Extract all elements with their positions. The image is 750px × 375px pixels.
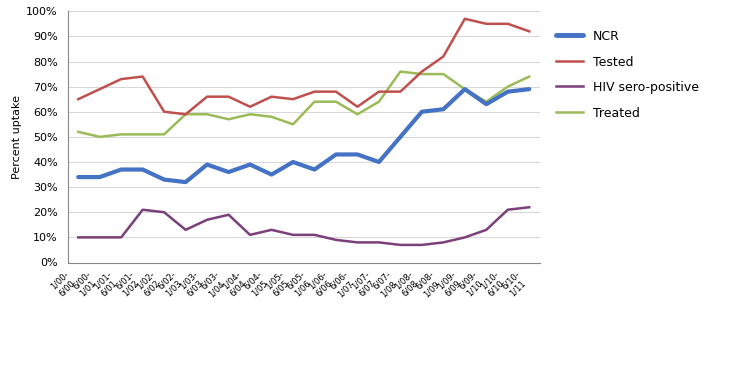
Tested xyxy=(374,89,383,94)
HIV sero-positive xyxy=(503,207,512,212)
Treated xyxy=(482,99,490,104)
NCR xyxy=(202,162,211,167)
Treated xyxy=(224,117,233,122)
NCR xyxy=(224,170,233,174)
HIV sero-positive xyxy=(525,205,534,210)
Tested xyxy=(202,94,211,99)
HIV sero-positive xyxy=(160,210,169,214)
HIV sero-positive xyxy=(95,235,104,240)
Tested xyxy=(95,87,104,92)
Treated xyxy=(182,112,190,117)
NCR xyxy=(160,177,169,182)
Tested xyxy=(182,112,190,117)
HIV sero-positive xyxy=(353,240,362,244)
HIV sero-positive xyxy=(138,207,147,212)
Line: Tested: Tested xyxy=(78,19,530,114)
HIV sero-positive xyxy=(417,243,426,247)
Treated xyxy=(374,99,383,104)
Tested xyxy=(353,105,362,109)
Tested xyxy=(525,29,534,34)
HIV sero-positive xyxy=(224,213,233,217)
Tested xyxy=(160,110,169,114)
Tested xyxy=(267,94,276,99)
NCR xyxy=(182,180,190,184)
Treated xyxy=(332,99,340,104)
HIV sero-positive xyxy=(482,228,490,232)
NCR xyxy=(267,172,276,177)
NCR xyxy=(310,167,319,172)
NCR xyxy=(245,162,254,167)
Treated xyxy=(138,132,147,136)
Treated xyxy=(460,87,470,92)
NCR xyxy=(138,167,147,172)
Treated xyxy=(525,74,534,79)
NCR xyxy=(95,175,104,179)
Treated xyxy=(245,112,254,117)
HIV sero-positive xyxy=(202,217,211,222)
HIV sero-positive xyxy=(245,232,254,237)
NCR xyxy=(482,102,490,106)
HIV sero-positive xyxy=(74,235,82,240)
HIV sero-positive xyxy=(439,240,448,244)
Treated xyxy=(267,114,276,119)
NCR xyxy=(374,160,383,164)
Tested xyxy=(117,77,126,81)
Tested xyxy=(396,89,405,94)
Treated xyxy=(310,99,319,104)
Line: HIV sero-positive: HIV sero-positive xyxy=(78,207,530,245)
NCR xyxy=(289,160,298,164)
Treated xyxy=(289,122,298,127)
Treated xyxy=(202,112,211,117)
Tested xyxy=(503,21,512,26)
HIV sero-positive xyxy=(182,228,190,232)
NCR xyxy=(396,135,405,139)
HIV sero-positive xyxy=(332,238,340,242)
Treated xyxy=(439,72,448,76)
NCR xyxy=(353,152,362,157)
HIV sero-positive xyxy=(396,243,405,247)
Tested xyxy=(224,94,233,99)
Treated xyxy=(117,132,126,136)
HIV sero-positive xyxy=(460,235,470,240)
NCR xyxy=(439,107,448,111)
NCR xyxy=(460,87,470,92)
NCR xyxy=(417,110,426,114)
NCR xyxy=(74,175,82,179)
Treated xyxy=(160,132,169,136)
Tested xyxy=(439,54,448,59)
Line: NCR: NCR xyxy=(78,89,530,182)
HIV sero-positive xyxy=(267,228,276,232)
Treated xyxy=(417,72,426,76)
Treated xyxy=(396,69,405,74)
Treated xyxy=(95,135,104,139)
HIV sero-positive xyxy=(374,240,383,244)
Tested xyxy=(332,89,340,94)
Tested xyxy=(310,89,319,94)
NCR xyxy=(117,167,126,172)
Treated xyxy=(503,84,512,89)
Tested xyxy=(417,69,426,74)
Tested xyxy=(289,97,298,102)
Treated xyxy=(74,130,82,134)
HIV sero-positive xyxy=(117,235,126,240)
Tested xyxy=(245,105,254,109)
Line: Treated: Treated xyxy=(78,72,530,137)
Tested xyxy=(74,97,82,102)
HIV sero-positive xyxy=(289,232,298,237)
Tested xyxy=(460,16,470,21)
Legend: NCR, Tested, HIV sero-positive, Treated: NCR, Tested, HIV sero-positive, Treated xyxy=(556,30,699,120)
Tested xyxy=(482,21,490,26)
HIV sero-positive xyxy=(310,232,319,237)
Y-axis label: Percent uptake: Percent uptake xyxy=(12,95,22,179)
NCR xyxy=(525,87,534,92)
NCR xyxy=(503,89,512,94)
NCR xyxy=(332,152,340,157)
Tested xyxy=(138,74,147,79)
Treated xyxy=(353,112,362,117)
